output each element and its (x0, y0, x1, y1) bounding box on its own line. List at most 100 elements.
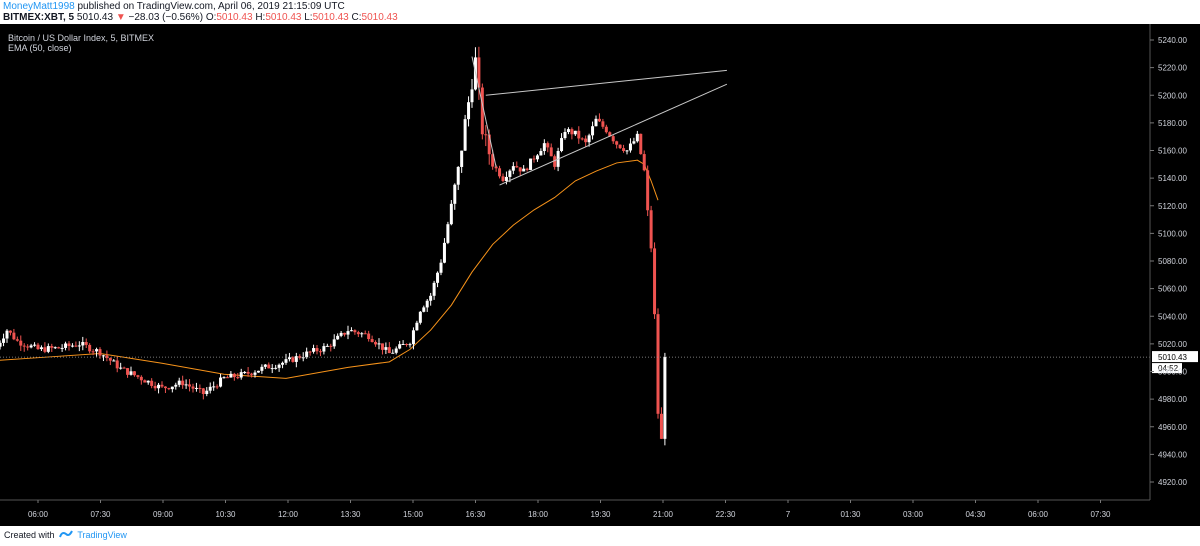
price-tick-label: 4940.00 (1158, 450, 1187, 459)
candle (318, 349, 322, 357)
low-label: L: (304, 12, 313, 23)
candle (653, 242, 657, 319)
price-tick-label: 5120.00 (1158, 202, 1187, 211)
price-tick-label: 4980.00 (1158, 395, 1187, 404)
trendlines[interactable] (471, 56, 728, 186)
candle (518, 167, 522, 176)
candle (163, 386, 167, 393)
candle (250, 372, 254, 378)
candle (563, 128, 567, 140)
candle (525, 167, 529, 172)
candle (642, 150, 646, 172)
ema-polyline (0, 159, 659, 379)
candle (542, 139, 546, 155)
candle (308, 350, 312, 356)
candle (153, 381, 157, 391)
price-tick-label: 5040.00 (1158, 312, 1187, 321)
candle (325, 343, 329, 347)
tradingview-brand-link[interactable]: TradingView (77, 530, 127, 540)
candle (367, 330, 371, 342)
time-axis[interactable]: 06:00 07:30 09:00 10:30 12:00 13:30 15:00 16:30… (0, 499, 1150, 519)
candle (456, 166, 460, 190)
candle (460, 150, 464, 173)
candle (281, 361, 285, 369)
tradingview-logo-icon (59, 529, 73, 541)
candle (663, 352, 667, 446)
candle (222, 376, 226, 379)
candle (656, 308, 660, 419)
countdown-label: 04:52 (1158, 364, 1179, 373)
time-tick-label: 19:30 (590, 510, 611, 519)
price-tick-label: 5240.00 (1158, 36, 1187, 45)
candle (95, 347, 99, 357)
candle (453, 183, 457, 210)
time-tick-label: 09:00 (153, 510, 174, 519)
candle (84, 338, 88, 348)
candle (315, 344, 319, 355)
candle (119, 362, 123, 370)
time-tick-label: 07:30 (90, 510, 111, 519)
chart-panel[interactable]: Bitcoin / US Dollar Index, 5, BITMEX EMA… (0, 24, 1200, 526)
candle (53, 346, 57, 350)
candle (91, 349, 95, 356)
price-tick-label: 4960.00 (1158, 423, 1187, 432)
candle (22, 343, 26, 352)
price-tick-label: 5000.00 (1158, 368, 1187, 377)
candle (498, 165, 502, 179)
candle (70, 343, 74, 348)
candle (232, 372, 236, 381)
candle (260, 364, 264, 374)
candle (253, 370, 257, 378)
price-tick-label: 4920.00 (1158, 478, 1187, 487)
candle (480, 83, 484, 140)
candle (150, 378, 154, 389)
candle (184, 379, 188, 389)
author-link[interactable]: MoneyMatt1998 (3, 1, 75, 12)
candle (601, 118, 605, 129)
chart-legend: Bitcoin / US Dollar Index, 5, BITMEX EMA… (8, 33, 154, 53)
candle (529, 158, 533, 171)
candle (329, 343, 333, 352)
candle (597, 113, 601, 122)
candle (181, 375, 185, 389)
candle (604, 124, 608, 134)
last-price-badge (1152, 351, 1198, 363)
candle (188, 379, 192, 392)
trendline (485, 69, 727, 96)
time-tick-label: 7 (786, 510, 791, 519)
time-tick-label: 01:30 (840, 510, 861, 519)
ema-indicator-label[interactable]: EMA (50, close) (8, 43, 72, 53)
ema-line (0, 159, 659, 379)
time-tick-label: 07:30 (1090, 510, 1111, 519)
candle (208, 382, 212, 394)
price-chart[interactable]: 5010.43 04:52 5240.00 5220.00 5200.00 5180.0… (0, 24, 1200, 526)
candle (50, 343, 54, 352)
candle (442, 238, 446, 264)
price-tick-label: 5200.00 (1158, 91, 1187, 100)
candle (353, 329, 357, 335)
open-label: O: (205, 12, 217, 23)
publish-header: MoneyMatt1998 published on TradingView.c… (0, 0, 1200, 24)
candle (294, 352, 298, 368)
candle (177, 377, 181, 388)
high-value: 5010.43 (265, 12, 302, 23)
trendline (499, 83, 728, 186)
candle (632, 137, 636, 145)
candle (618, 144, 622, 150)
time-tick-label: 22:30 (715, 510, 736, 519)
candle (370, 335, 374, 343)
candle (157, 382, 161, 394)
price-axis[interactable]: 5240.00 5220.00 5200.00 5180.00 5160.00 5140.… (1149, 24, 1187, 500)
candle (291, 356, 295, 363)
candle (146, 380, 150, 385)
candle (36, 342, 40, 350)
candle (256, 370, 260, 373)
candle (19, 335, 23, 351)
candle (611, 134, 615, 144)
candle (635, 130, 639, 143)
candle (594, 115, 598, 127)
candle (343, 332, 347, 337)
candle (57, 346, 61, 349)
candle (449, 199, 453, 226)
candle (115, 356, 119, 373)
